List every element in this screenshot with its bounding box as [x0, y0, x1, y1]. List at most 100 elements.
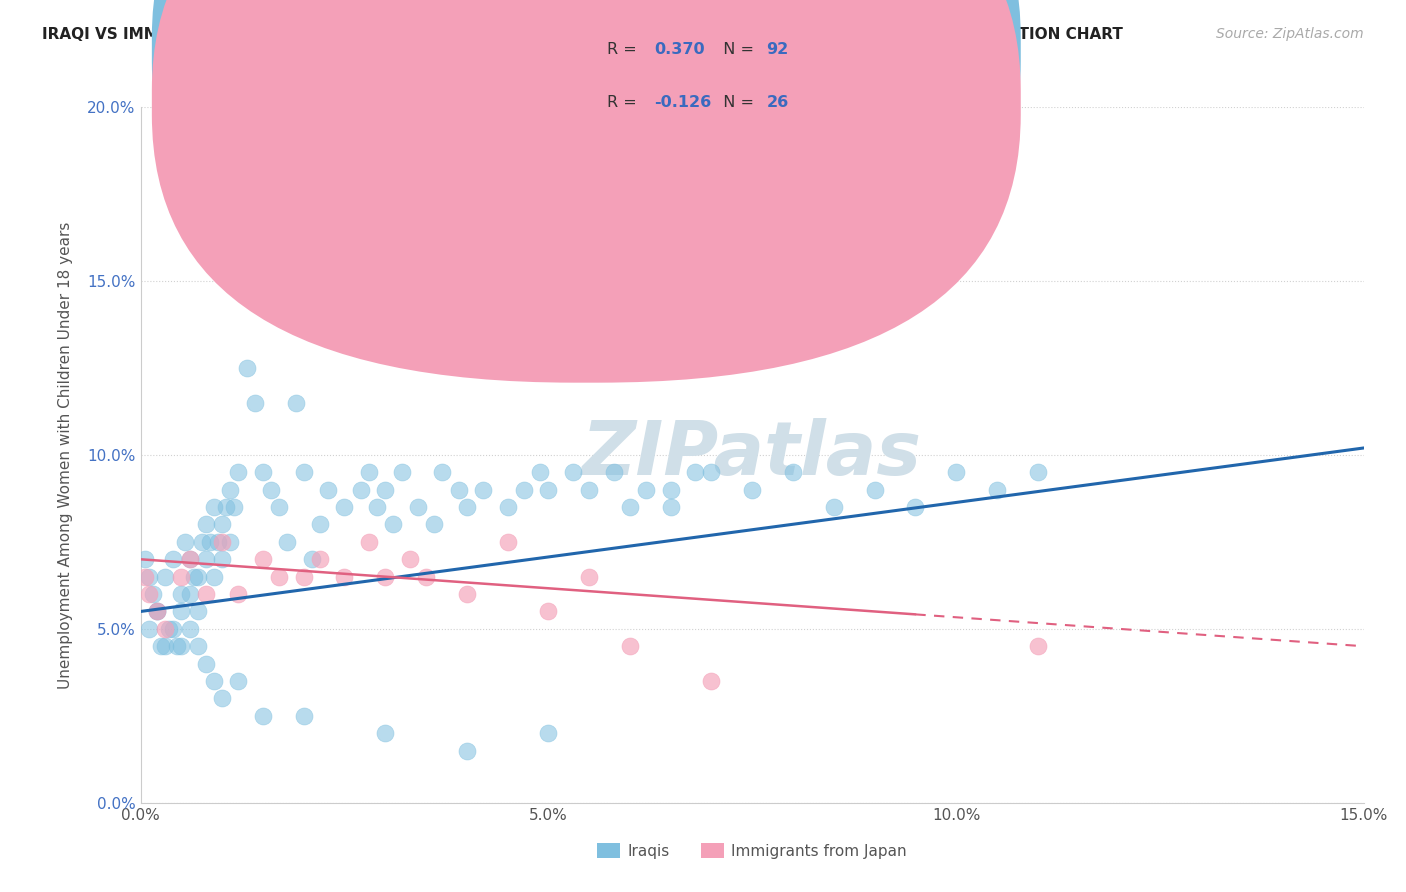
Point	[357, 466, 380, 480]
Point	[170, 587, 193, 601]
Point	[187, 570, 209, 584]
Point	[134, 552, 156, 566]
Point	[150, 639, 172, 653]
Point	[333, 570, 356, 584]
Point	[513, 483, 536, 497]
Point	[228, 466, 250, 480]
Point	[619, 500, 641, 514]
Point	[269, 500, 291, 514]
Point	[333, 500, 356, 514]
Point	[194, 517, 217, 532]
Text: -0.126: -0.126	[654, 95, 711, 110]
Point	[350, 483, 373, 497]
Point	[170, 570, 193, 584]
Point	[301, 552, 323, 566]
Point	[496, 500, 519, 514]
Point	[183, 570, 205, 584]
Point	[224, 500, 246, 514]
Point	[146, 605, 169, 619]
Point	[166, 639, 188, 653]
Point	[162, 622, 184, 636]
Point	[309, 552, 332, 566]
Point	[456, 744, 478, 758]
Point	[138, 570, 160, 584]
Text: ZIPatlas: ZIPatlas	[582, 418, 922, 491]
Point	[153, 622, 176, 636]
Point	[170, 639, 193, 653]
Point	[157, 622, 180, 636]
Point	[496, 534, 519, 549]
Point	[170, 605, 193, 619]
Point	[219, 534, 242, 549]
Point	[292, 466, 315, 480]
Point	[432, 466, 454, 480]
Point	[269, 570, 291, 584]
Point	[683, 466, 706, 480]
Point	[211, 552, 233, 566]
Point	[782, 466, 804, 480]
Point	[252, 708, 274, 723]
Point	[415, 570, 437, 584]
Point	[146, 605, 169, 619]
Point	[374, 726, 396, 740]
Point	[260, 483, 283, 497]
Point	[202, 570, 225, 584]
Text: N =: N =	[713, 42, 759, 56]
Legend: Iraqis, Immigrants from Japan: Iraqis, Immigrants from Japan	[592, 837, 912, 864]
Point	[1026, 639, 1049, 653]
Point	[235, 361, 257, 376]
Point	[292, 708, 315, 723]
Point	[823, 500, 845, 514]
Point	[194, 552, 217, 566]
Point	[374, 570, 396, 584]
Point	[659, 483, 682, 497]
Point	[207, 534, 229, 549]
Text: 0.370: 0.370	[654, 42, 704, 56]
Point	[187, 639, 209, 653]
Point	[578, 483, 600, 497]
Point	[561, 466, 583, 480]
Text: R =: R =	[607, 95, 643, 110]
Point	[374, 483, 396, 497]
Point	[134, 570, 156, 584]
Point	[447, 483, 470, 497]
Point	[529, 466, 551, 480]
Point	[215, 500, 238, 514]
Point	[174, 534, 197, 549]
Text: N =: N =	[713, 95, 759, 110]
Point	[391, 466, 413, 480]
Point	[179, 587, 201, 601]
Point	[945, 466, 967, 480]
Point	[138, 587, 160, 601]
Point	[228, 587, 250, 601]
Point	[863, 483, 886, 497]
Point	[146, 605, 169, 619]
Point	[700, 466, 723, 480]
Point	[619, 639, 641, 653]
Point	[537, 483, 560, 497]
Point	[602, 466, 624, 480]
Point	[1026, 466, 1049, 480]
Point	[382, 517, 405, 532]
Point	[187, 605, 209, 619]
Point	[138, 622, 160, 636]
Point	[292, 570, 315, 584]
Point	[741, 483, 763, 497]
Point	[194, 587, 217, 601]
Point	[191, 534, 214, 549]
Point	[659, 500, 682, 514]
Point	[472, 483, 495, 497]
Point	[142, 587, 165, 601]
Point	[202, 674, 225, 689]
Point	[398, 552, 420, 566]
Text: 26: 26	[766, 95, 789, 110]
Point	[284, 395, 307, 409]
Point	[904, 500, 927, 514]
Text: Source: ZipAtlas.com: Source: ZipAtlas.com	[1216, 27, 1364, 41]
Point	[537, 605, 560, 619]
Y-axis label: Unemployment Among Women with Children Under 18 years: Unemployment Among Women with Children U…	[59, 221, 73, 689]
Point	[179, 622, 201, 636]
Point	[198, 534, 221, 549]
Point	[211, 691, 233, 706]
Point	[252, 552, 274, 566]
